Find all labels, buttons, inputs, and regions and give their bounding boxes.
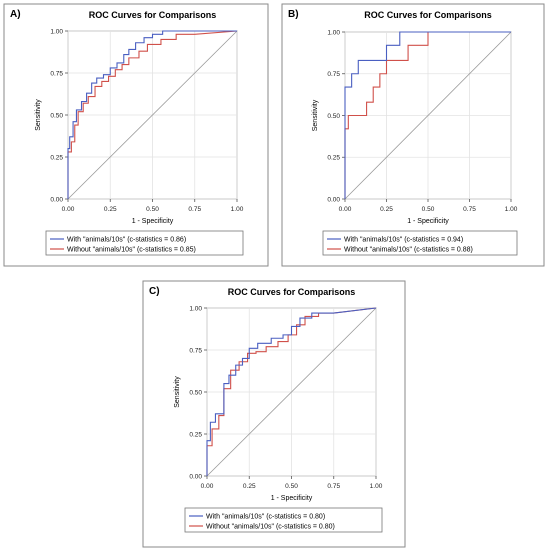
y-tick-label: 0.00 (327, 196, 340, 203)
legend-entry: Without "animals/10s" (c-statistics = 0.… (206, 524, 335, 531)
roc-series-line-with (206, 307, 377, 476)
panel-label: A) (10, 9, 21, 20)
y-tick-label: 0.50 (327, 113, 340, 120)
roc-panel-2: B) ROC Curves for Comparisons 0.00 0.00 0.25… (281, 3, 545, 267)
x-tick-label: 0.25 (380, 206, 393, 213)
y-axis-label: Sensitivity (174, 376, 181, 408)
chart-title: ROC Curves for Comparisons (228, 287, 356, 297)
y-tick-label: 1.00 (327, 29, 340, 36)
y-tick-label: 0.75 (327, 71, 340, 78)
x-tick-label: 0.50 (422, 206, 435, 213)
roc-series-line-without (344, 31, 511, 199)
y-tick-label: 0.50 (189, 389, 202, 396)
reference-diagonal-line (67, 30, 238, 200)
chart-title: ROC Curves for Comparisons (364, 10, 492, 20)
panel-label: C) (149, 286, 160, 297)
x-tick-label: 0.50 (146, 206, 159, 213)
roc-series-line-without (206, 307, 377, 476)
y-tick-label: 0.00 (189, 473, 202, 480)
legend (184, 507, 383, 533)
x-tick-label: 0.50 (285, 483, 298, 490)
x-tick-label: 0.75 (463, 206, 476, 213)
panel-label: B) (288, 9, 299, 20)
x-tick-label: 1.00 (231, 206, 244, 213)
x-tick-label: 0.75 (188, 206, 201, 213)
x-tick-label: 0.25 (104, 206, 117, 213)
x-tick-label: 0.00 (339, 206, 352, 213)
chart-title: ROC Curves for Comparisons (89, 10, 217, 20)
roc-series-line-with (344, 31, 511, 199)
roc-panel-1: A) ROC Curves for Comparisons 0.00 0.00 0.25… (3, 3, 269, 267)
y-tick-label: 0.00 (50, 196, 63, 203)
reference-diagonal-line (344, 31, 512, 200)
y-tick-label: 0.25 (327, 155, 340, 162)
y-tick-label: 0.75 (189, 347, 202, 354)
x-axis-label: 1 - Specificity (132, 218, 174, 225)
x-axis-label: 1 - Specificity (407, 218, 449, 225)
legend-entry: With "animals/10s" (c-statistics = 0.80) (206, 514, 325, 521)
y-tick-label: 1.00 (189, 305, 202, 312)
x-tick-label: 0.00 (201, 483, 214, 490)
legend-entry: Without "animals/10s" (c-statistics = 0.… (67, 247, 196, 254)
x-tick-label: 1.00 (370, 483, 383, 490)
x-tick-label: 0.00 (62, 206, 75, 213)
y-axis-label: Sensitivity (35, 99, 42, 131)
x-axis-label: 1 - Specificity (271, 495, 313, 502)
reference-diagonal-line (206, 307, 377, 477)
roc-series-line-without (67, 30, 238, 199)
y-tick-label: 1.00 (50, 28, 63, 35)
y-tick-label: 0.25 (50, 154, 63, 161)
y-tick-label: 0.25 (189, 431, 202, 438)
legend-entry: With "animals/10s" (c-statistics = 0.86) (67, 237, 186, 244)
x-tick-label: 0.75 (327, 483, 340, 490)
x-tick-label: 1.00 (505, 206, 518, 213)
legend (322, 230, 518, 256)
legend-entry: With "animals/10s" (c-statistics = 0.94) (344, 237, 463, 244)
roc-panel-3: C) ROC Curves for Comparisons 0.00 0.00 0.25… (142, 280, 406, 548)
y-tick-label: 0.50 (50, 112, 63, 119)
legend (45, 230, 244, 256)
y-axis-label: Sensitivity (312, 99, 319, 131)
roc-series-line-with (67, 30, 237, 199)
legend-entry: Without "animals/10s" (c-statistics = 0.… (344, 247, 473, 254)
y-tick-label: 0.75 (50, 70, 63, 77)
x-tick-label: 0.25 (243, 483, 256, 490)
